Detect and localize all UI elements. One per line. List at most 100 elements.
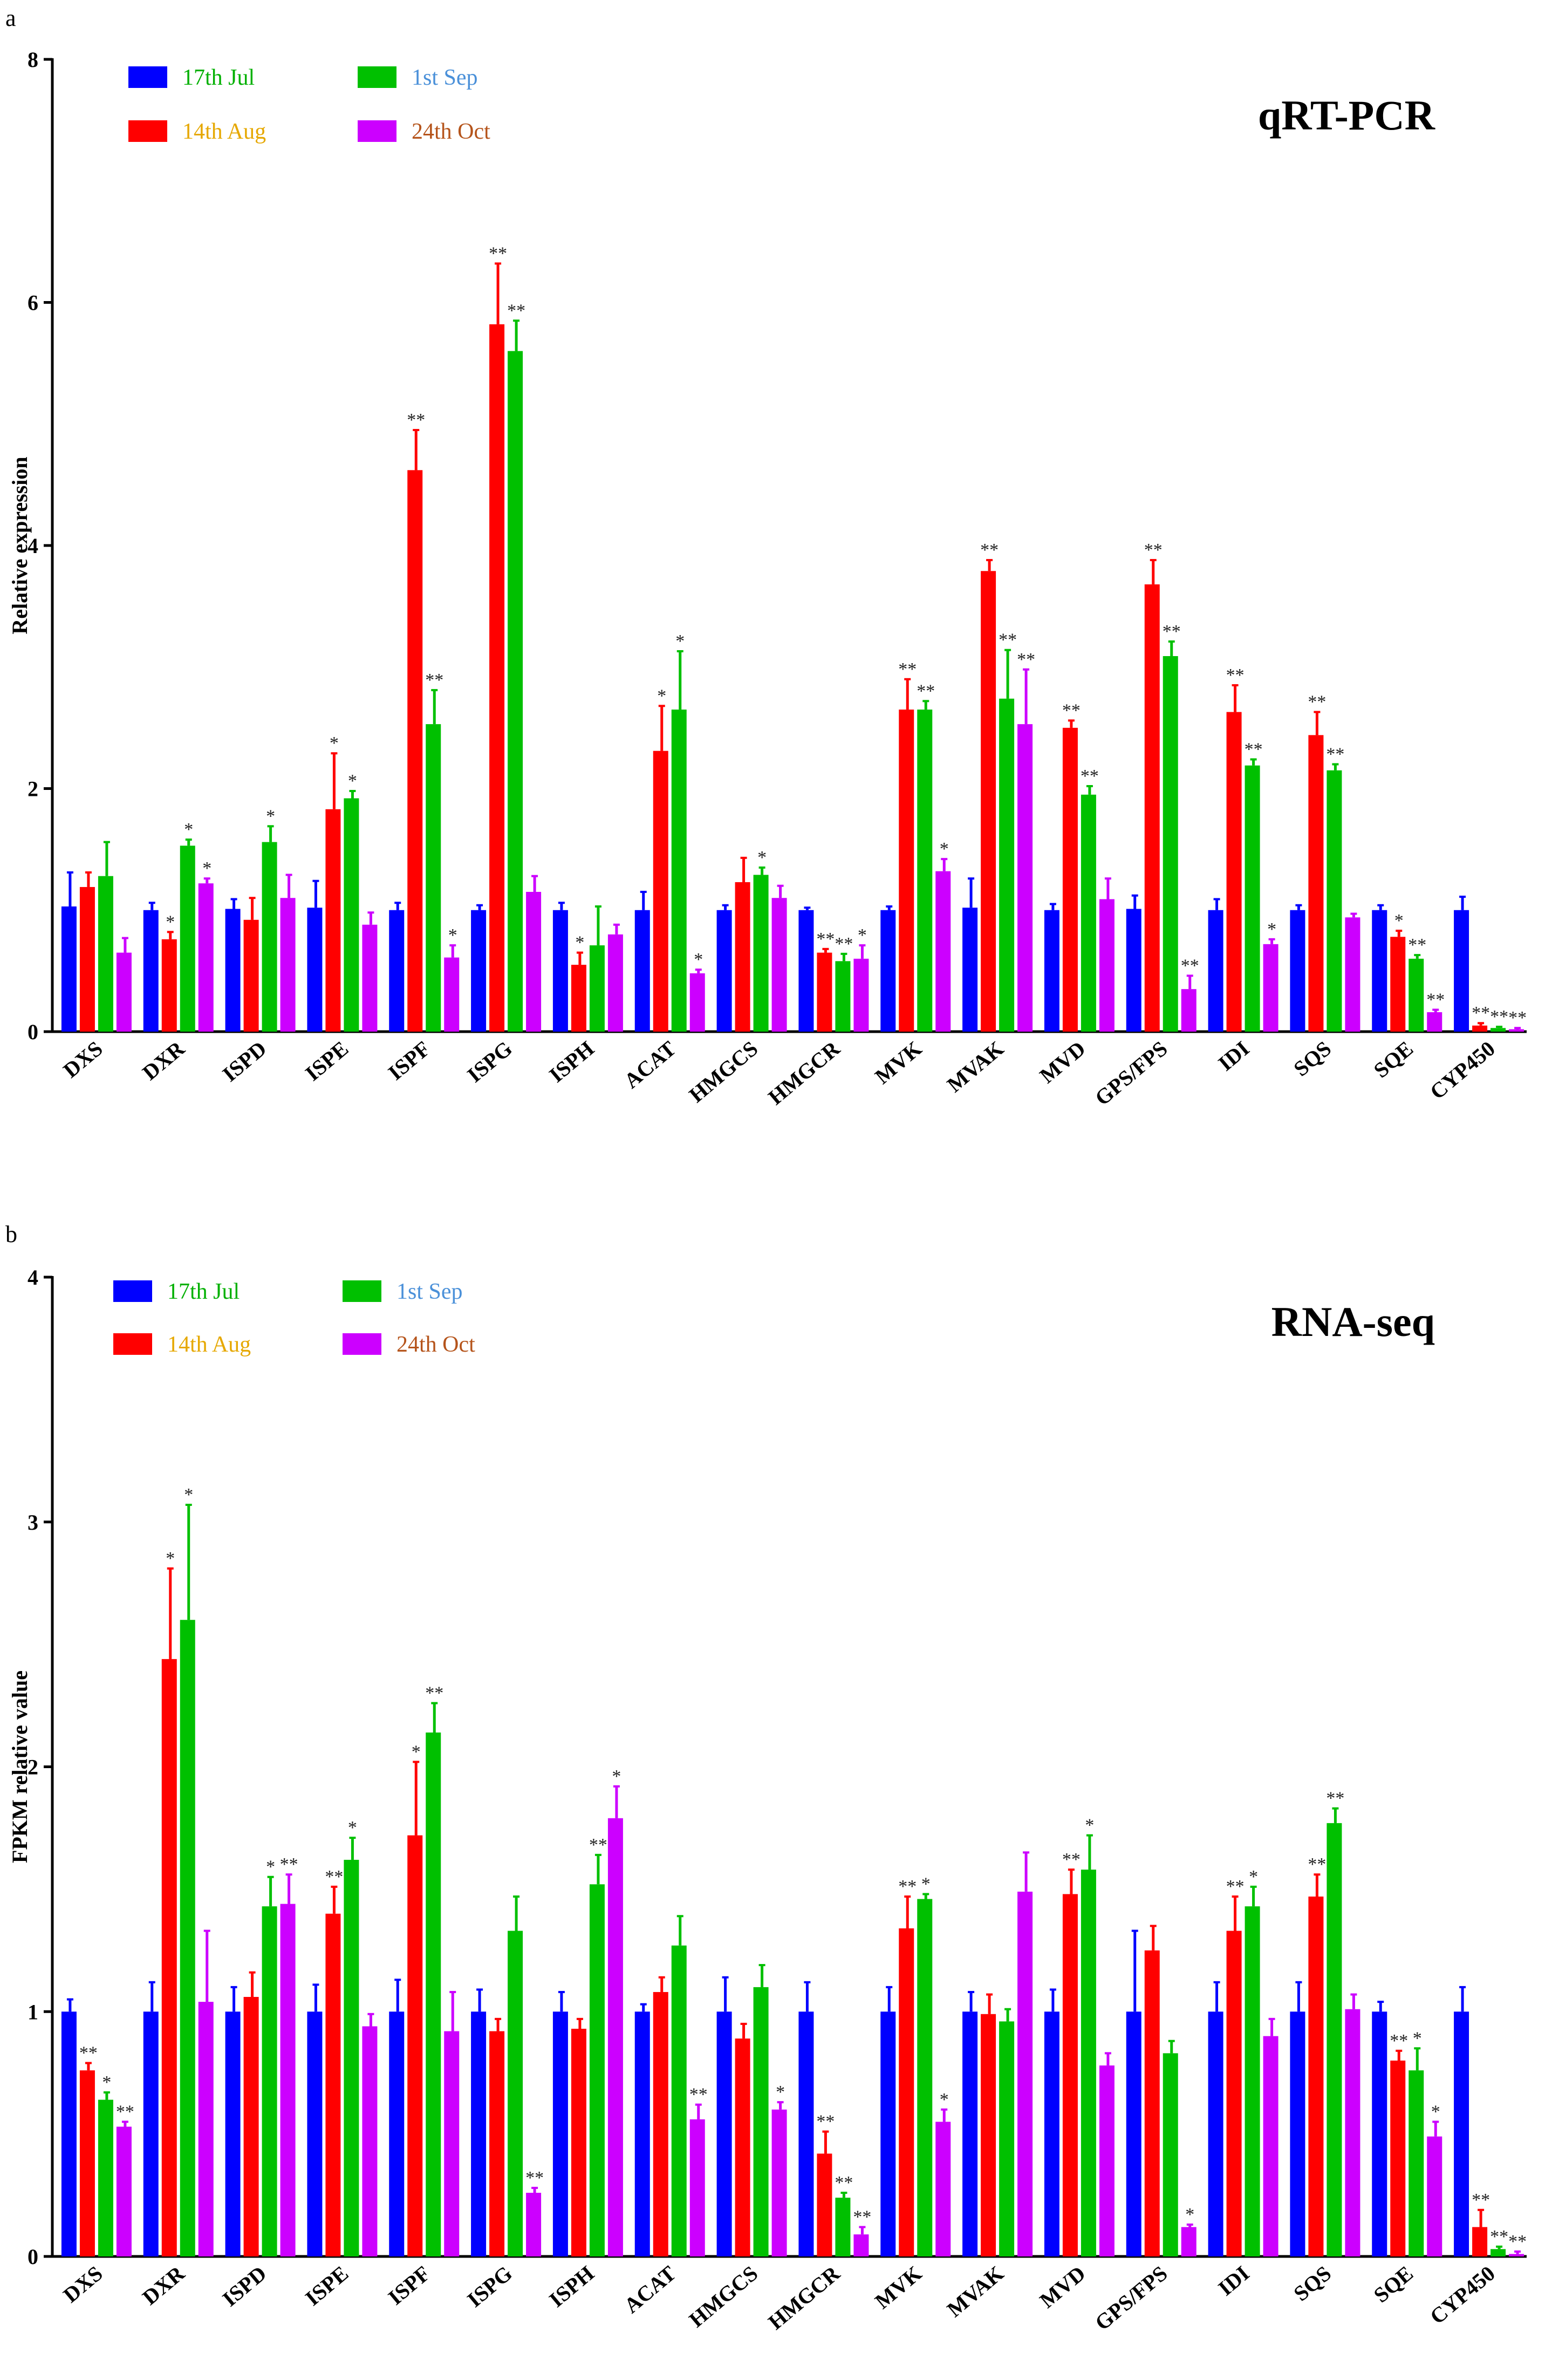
pb-bar <box>735 2038 750 2256</box>
pa-bar <box>1263 944 1278 1032</box>
pb-x-tick-label: MVD <box>1035 2261 1090 2313</box>
pa-bar <box>143 910 159 1032</box>
pb-bar <box>1409 2070 1424 2256</box>
pb-significance-mark: * <box>412 1742 421 1762</box>
pa-significance-mark: * <box>657 686 666 706</box>
pb-bar <box>962 2011 978 2256</box>
pb-bar <box>1099 2065 1115 2256</box>
pa-bar <box>1390 937 1406 1032</box>
pa-bar <box>1327 770 1342 1032</box>
pa-x-tick-label: GPS/FPS <box>1090 1036 1172 1110</box>
pa-bar <box>853 958 869 1032</box>
pa-panel-letter: a <box>5 5 16 31</box>
pa-x-tick-label: ISPG <box>462 1036 516 1087</box>
pa-bar <box>61 906 77 1032</box>
pa-bar <box>1290 910 1305 1032</box>
pa-bar <box>1345 917 1360 1032</box>
pb-legend-label: 17th Jul <box>167 1279 240 1304</box>
pb-x-tick-label: MVAK <box>942 2261 1008 2322</box>
pa-x-tick-label: CYP450 <box>1425 1036 1500 1104</box>
pb-x-tick-label: ISPE <box>300 2261 353 2310</box>
pb-bar <box>61 2011 77 2256</box>
pa-significance-mark: * <box>184 820 193 840</box>
pb-significance-mark: ** <box>589 1835 607 1855</box>
pa-x-tick-label: ISPH <box>544 1036 598 1087</box>
pb-bar <box>1290 2011 1305 2256</box>
pa-y-axis-label: Relative expression <box>8 456 32 634</box>
pa-significance-mark: ** <box>1426 990 1445 1010</box>
pa-significance-mark: ** <box>489 243 507 263</box>
pb-x-tick-label: HMGCS <box>685 2261 763 2332</box>
pb-significance-mark: ** <box>116 2102 134 2122</box>
pb-x-tick-label: DXS <box>58 2261 107 2307</box>
pa-significance-mark: * <box>166 912 175 932</box>
pb-panel-letter: b <box>5 1221 17 1247</box>
pa-bar <box>1099 899 1115 1032</box>
pb-significance-mark: ** <box>1508 2232 1527 2252</box>
pb-bar <box>489 2031 505 2256</box>
pa-significance-mark: ** <box>1017 650 1035 670</box>
pa-bar <box>653 751 668 1032</box>
pb-significance-mark: ** <box>280 1854 298 1874</box>
pa-significance-mark: ** <box>1144 540 1163 560</box>
pb-bar <box>1181 2227 1197 2256</box>
pa-bar <box>344 798 359 1032</box>
pb-legend-swatch <box>343 1333 381 1355</box>
pb-bar <box>180 1620 195 2256</box>
pa-significance-mark: ** <box>1226 665 1245 685</box>
pa-x-tick-label: ISPE <box>300 1036 353 1086</box>
pa-significance-mark: * <box>858 925 867 945</box>
pa-bar <box>880 910 896 1032</box>
pb-bar <box>362 2026 378 2256</box>
pa-bar <box>589 945 605 1032</box>
pa-significance-mark: * <box>757 848 767 868</box>
pa-significance-mark: ** <box>816 929 835 949</box>
pa-legend-label: 17th Jul <box>182 65 255 90</box>
pa-bar <box>1372 910 1387 1032</box>
pa-x-tick-label: IDI <box>1213 1036 1254 1075</box>
pa-bar <box>817 952 832 1032</box>
pa-x-tick-label: MVAK <box>942 1036 1008 1097</box>
pb-significance-mark: ** <box>1390 2031 1408 2051</box>
pb-bar <box>653 1992 668 2256</box>
pa-significance-mark: ** <box>835 934 853 954</box>
pb-significance-mark: ** <box>1226 1877 1245 1897</box>
pb-bar <box>307 2011 323 2256</box>
pa-legend-label: 14th Aug <box>182 119 266 144</box>
pb-bar <box>225 2011 241 2256</box>
pa-significance-mark: * <box>940 839 949 859</box>
pb-bar <box>835 2198 851 2256</box>
pa-bar <box>1081 794 1096 1032</box>
pb-bar <box>853 2234 869 2256</box>
pa-significance-mark: ** <box>1472 1003 1490 1023</box>
pb-bar <box>880 2011 896 2256</box>
pa-legend-swatch <box>128 66 167 88</box>
pa-significance-mark: * <box>266 806 275 826</box>
pb-bar <box>1208 2011 1223 2256</box>
pb-bar <box>716 2011 732 2256</box>
pb-bar <box>1126 2011 1141 2256</box>
pa-significance-mark: * <box>1394 911 1404 931</box>
pa-significance-mark: * <box>330 733 339 753</box>
pb-bar <box>1226 1931 1242 2256</box>
pb-x-tick-label: ISPH <box>544 2261 598 2311</box>
pb-y-tick-label: 1 <box>28 2000 38 2024</box>
pb-bar <box>899 1928 914 2256</box>
pb-bar <box>1245 1906 1260 2256</box>
pb-x-tick-label: ISPG <box>462 2261 516 2311</box>
pb-bar <box>1081 1870 1096 2256</box>
pb-significance-mark: ** <box>1326 1789 1344 1809</box>
pa-significance-mark: ** <box>1408 935 1426 955</box>
pa-bar <box>280 898 296 1032</box>
pb-bar <box>444 2031 460 2256</box>
pa-significance-mark: * <box>348 771 357 791</box>
pa-bar <box>634 910 650 1032</box>
pa-bar <box>571 965 586 1032</box>
pb-significance-mark: * <box>102 2072 111 2092</box>
pa-bar <box>962 908 978 1032</box>
pa-y-tick-label: 2 <box>28 777 38 801</box>
pa-bar <box>1509 1029 1524 1032</box>
pa-significance-mark: ** <box>407 410 425 430</box>
pb-y-tick-label: 3 <box>28 1510 38 1535</box>
pa-bar <box>407 470 423 1032</box>
